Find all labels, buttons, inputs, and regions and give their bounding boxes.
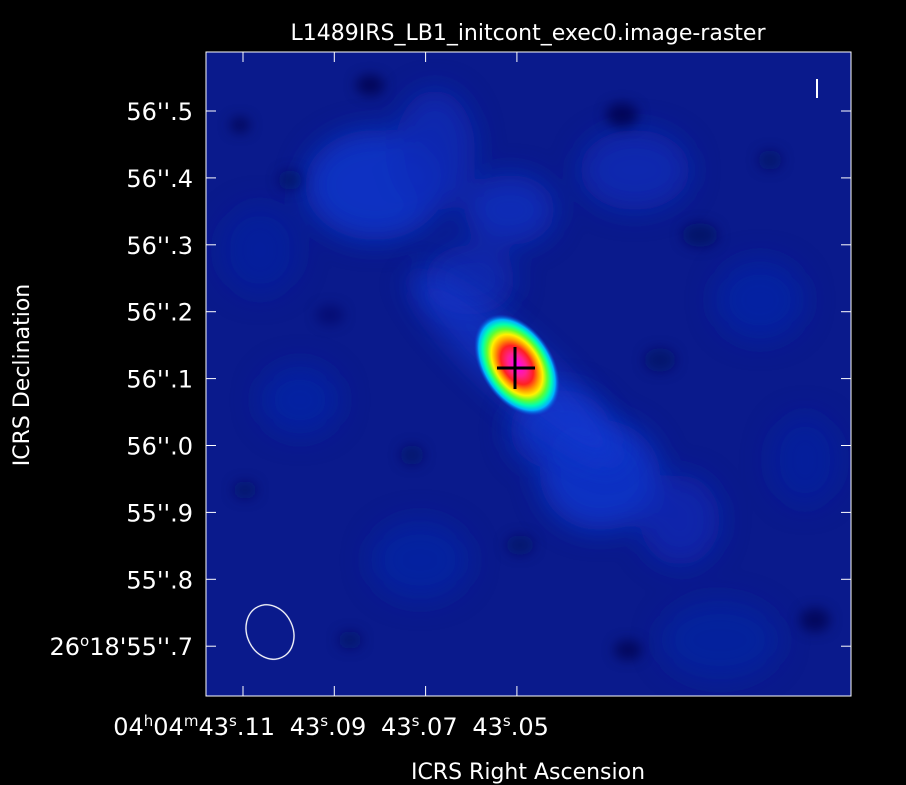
y-tick-label: 56''.5 bbox=[126, 98, 193, 126]
x-tick-label: 43s.07 bbox=[381, 712, 458, 741]
x-tick-label: 04h04m43s.11 bbox=[113, 712, 275, 741]
image-title: L1489IRS_LB1_initcont_exec0.image-raster bbox=[290, 21, 766, 46]
beam-ellipse bbox=[245, 604, 295, 660]
plot-frame bbox=[205, 51, 852, 697]
x-tick-label: 43s.09 bbox=[290, 712, 367, 741]
y-tick-label: 55''.9 bbox=[126, 499, 193, 527]
y-tick-label: 56''.2 bbox=[126, 299, 193, 327]
y-axis-label: ICRS Declination bbox=[10, 284, 35, 466]
y-tick-label: 56''.1 bbox=[126, 366, 193, 394]
y-tick-label: 26o18'55''.7 bbox=[49, 632, 193, 661]
y-tick-label: 56''.3 bbox=[126, 232, 193, 260]
x-tick-label: 43s.05 bbox=[472, 712, 549, 741]
y-axis-ticks: 56''.5 56''.4 56''.3 56''.2 56''.1 56''.0 55''… bbox=[49, 98, 851, 661]
source-cross-marker bbox=[497, 347, 535, 389]
y-tick-label: 56''.0 bbox=[126, 433, 193, 461]
x-axis-label: ICRS Right Ascension bbox=[411, 760, 645, 785]
noise-dark-spots bbox=[230, 75, 830, 660]
y-tick-label: 56''.4 bbox=[126, 165, 193, 193]
raster-image[interactable] bbox=[206, 52, 851, 696]
bright-source bbox=[474, 314, 560, 416]
y-tick-label: 55''.8 bbox=[126, 566, 193, 594]
diffuse-emission bbox=[220, 90, 840, 680]
x-axis-ticks: 04h04m43s.11 43s.09 43s.07 43s.05 bbox=[113, 52, 549, 741]
